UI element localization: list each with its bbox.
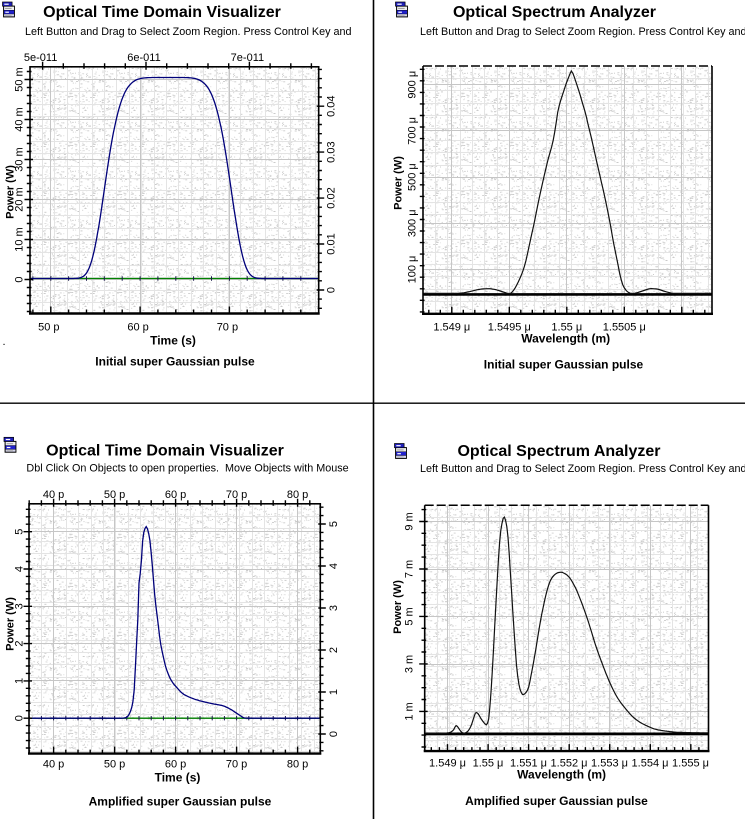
svg-text:3: 3 xyxy=(13,603,25,609)
svg-text:Left Button and Drag to Select: Left Button and Drag to Select Zoom Regi… xyxy=(420,26,745,38)
svg-text:1.55 μ: 1.55 μ xyxy=(551,322,582,334)
svg-text:Power (W): Power (W) xyxy=(5,165,17,219)
svg-text:50 m: 50 m xyxy=(13,67,25,91)
svg-text:1.5505 μ: 1.5505 μ xyxy=(603,322,646,334)
svg-text:60 p: 60 p xyxy=(165,759,186,771)
svg-text:9 m: 9 m xyxy=(404,512,416,530)
svg-text:1: 1 xyxy=(328,689,340,695)
svg-text:80 p: 80 p xyxy=(287,489,308,501)
svg-text:Wavelength (m): Wavelength (m) xyxy=(517,767,606,781)
svg-text:2: 2 xyxy=(13,641,25,647)
svg-text:Optical Time Domain Visualizer: Optical Time Domain Visualizer xyxy=(43,4,281,21)
svg-text:Initial super Gaussian pulse: Initial super Gaussian pulse xyxy=(95,355,255,369)
svg-text:40 m: 40 m xyxy=(13,107,25,131)
svg-text:Optical Spectrum Analyzer: Optical Spectrum Analyzer xyxy=(453,4,656,21)
svg-text:900 μ: 900 μ xyxy=(407,71,419,99)
svg-text:70 p: 70 p xyxy=(217,322,238,334)
svg-text:1.555 μ: 1.555 μ xyxy=(672,758,709,770)
svg-text:50 p: 50 p xyxy=(104,759,125,771)
svg-text:500 μ: 500 μ xyxy=(407,163,419,191)
svg-text:Left Button and Drag to Select: Left Button and Drag to Select Zoom Regi… xyxy=(420,463,745,475)
svg-text:0.01: 0.01 xyxy=(326,233,338,254)
svg-text:1.554 μ: 1.554 μ xyxy=(632,758,669,770)
svg-text:0: 0 xyxy=(13,276,25,282)
svg-text:3: 3 xyxy=(328,605,340,611)
svg-text:Time (s): Time (s) xyxy=(155,771,201,785)
svg-text:60 p: 60 p xyxy=(165,489,186,501)
svg-text:0.04: 0.04 xyxy=(326,95,338,116)
svg-text:Left Button and Drag to Select: Left Button and Drag to Select Zoom Regi… xyxy=(25,26,352,38)
svg-text:1.552 μ: 1.552 μ xyxy=(551,758,588,770)
svg-text:7e-011: 7e-011 xyxy=(231,52,264,64)
svg-text:Amplified super Gaussian pulse: Amplified super Gaussian pulse xyxy=(89,795,272,809)
svg-text:100 μ: 100 μ xyxy=(407,256,419,284)
svg-text:2: 2 xyxy=(328,647,340,653)
svg-text:30 m: 30 m xyxy=(13,147,25,171)
svg-text:3 m: 3 m xyxy=(404,655,416,673)
svg-text:Power (W): Power (W) xyxy=(392,580,404,634)
svg-text:50 p: 50 p xyxy=(38,322,59,334)
svg-text:4: 4 xyxy=(13,566,25,572)
svg-text:20 m: 20 m xyxy=(13,187,25,211)
svg-text:1 m: 1 m xyxy=(404,702,416,720)
svg-text:50 p: 50 p xyxy=(104,489,125,501)
svg-text:Dbl Click On Objects to open p: Dbl Click On Objects to open properties.… xyxy=(26,462,375,474)
svg-text:Optical Time Domain Visualizer: Optical Time Domain Visualizer xyxy=(46,443,284,460)
svg-text:60 p: 60 p xyxy=(127,322,148,334)
svg-text:Optical Spectrum Analyzer: Optical Spectrum Analyzer xyxy=(457,443,660,460)
svg-text:0.03: 0.03 xyxy=(326,141,338,162)
svg-text:Amplified super Gaussian pulse: Amplified super Gaussian pulse xyxy=(465,794,648,808)
svg-text:70 p: 70 p xyxy=(226,489,247,501)
svg-text:0: 0 xyxy=(326,287,338,293)
svg-text:Wavelength (m): Wavelength (m) xyxy=(521,331,610,345)
svg-text:Power (W): Power (W) xyxy=(5,597,17,651)
svg-text:5 m: 5 m xyxy=(404,607,416,625)
svg-text:5: 5 xyxy=(13,529,25,535)
svg-text:Time (s): Time (s) xyxy=(150,334,196,348)
svg-text:80 p: 80 p xyxy=(287,759,308,771)
svg-text:7 m: 7 m xyxy=(404,560,416,578)
svg-text:6e-011: 6e-011 xyxy=(127,52,160,64)
svg-text:1.553 μ: 1.553 μ xyxy=(591,758,628,770)
svg-text:1.549 μ: 1.549 μ xyxy=(429,758,466,770)
svg-text:Power (W): Power (W) xyxy=(393,156,405,210)
svg-text:0.02: 0.02 xyxy=(326,187,338,208)
svg-text:.: . xyxy=(3,336,6,348)
svg-text:5e-011: 5e-011 xyxy=(24,52,57,64)
svg-text:0: 0 xyxy=(328,731,340,737)
svg-text:40 p: 40 p xyxy=(43,759,64,771)
svg-text:1.55 μ: 1.55 μ xyxy=(473,758,504,770)
svg-text:70 p: 70 p xyxy=(226,759,247,771)
svg-text:10 m: 10 m xyxy=(13,227,25,251)
svg-text:1: 1 xyxy=(13,678,25,684)
svg-text:1.549 μ: 1.549 μ xyxy=(433,322,470,334)
svg-text:0: 0 xyxy=(13,715,25,721)
svg-text:Initial super Gaussian pulse: Initial super Gaussian pulse xyxy=(484,358,644,372)
svg-text:1.5495 μ: 1.5495 μ xyxy=(488,322,531,334)
svg-text:40 p: 40 p xyxy=(43,489,64,501)
svg-text:4: 4 xyxy=(328,563,340,569)
svg-text:1.551 μ: 1.551 μ xyxy=(510,758,547,770)
svg-text:5: 5 xyxy=(328,521,340,527)
svg-text:700 μ: 700 μ xyxy=(407,117,419,145)
svg-text:300 μ: 300 μ xyxy=(407,209,419,237)
